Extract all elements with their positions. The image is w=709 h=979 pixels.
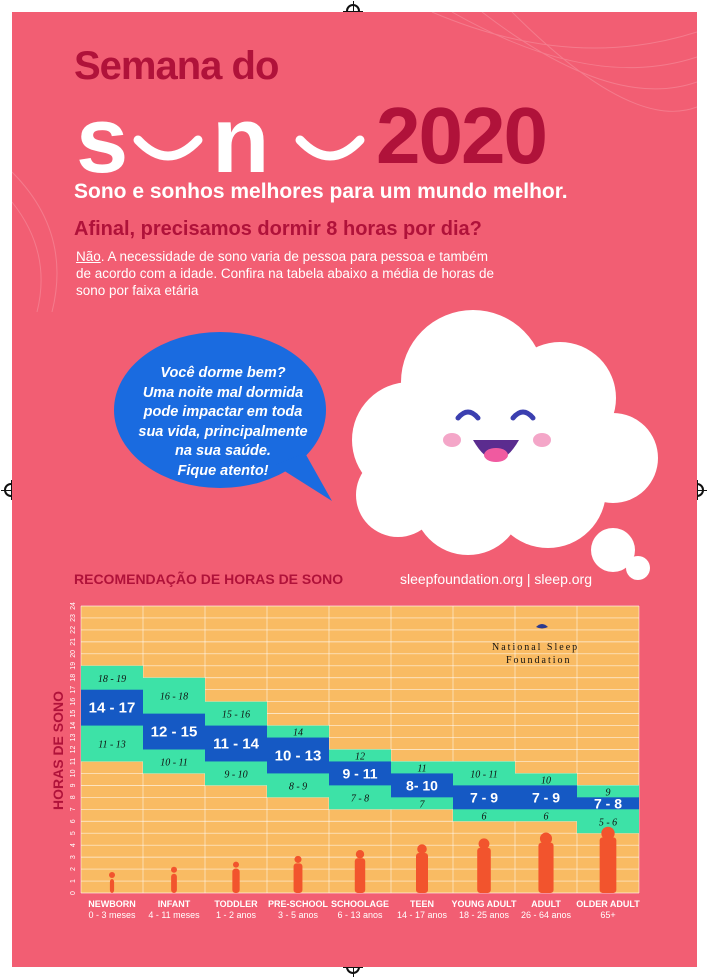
cloud-mascot-icon <box>352 310 658 580</box>
bubble-line: na sua saúde. <box>175 443 271 459</box>
source-links[interactable]: sleepfoundation.org | sleep.org <box>400 571 592 587</box>
bubble-text: Você dorme bem? Uma noite mal dormida po… <box>120 364 326 481</box>
intro-text: . A necessidade de sono varia de pessoa … <box>76 249 495 298</box>
answer-word: Não <box>76 249 101 264</box>
bubble-line: Você dorme bem? <box>160 365 286 381</box>
question-heading: Afinal, precisamos dormir 8 horas por di… <box>74 218 482 240</box>
background-lines <box>12 12 697 312</box>
tagline: Sono e sonhos melhores para um mundo mel… <box>74 180 568 203</box>
intro-paragraph: Não. A necessidade de sono varia de pess… <box>76 248 496 299</box>
bubble-line: sua vida, principalmente <box>138 423 308 440</box>
bubble-line: Uma noite mal dormida <box>142 384 304 401</box>
event-title-line1: Semana do <box>74 44 279 88</box>
bubble-line: Fique atento! <box>177 462 269 479</box>
bubble-line: pode impactar em toda <box>143 404 303 420</box>
speech-bubble <box>114 332 332 501</box>
chart-title: RECOMENDAÇÃO DE HORAS DE SONO <box>74 571 344 587</box>
event-year: 2020 <box>376 91 548 180</box>
